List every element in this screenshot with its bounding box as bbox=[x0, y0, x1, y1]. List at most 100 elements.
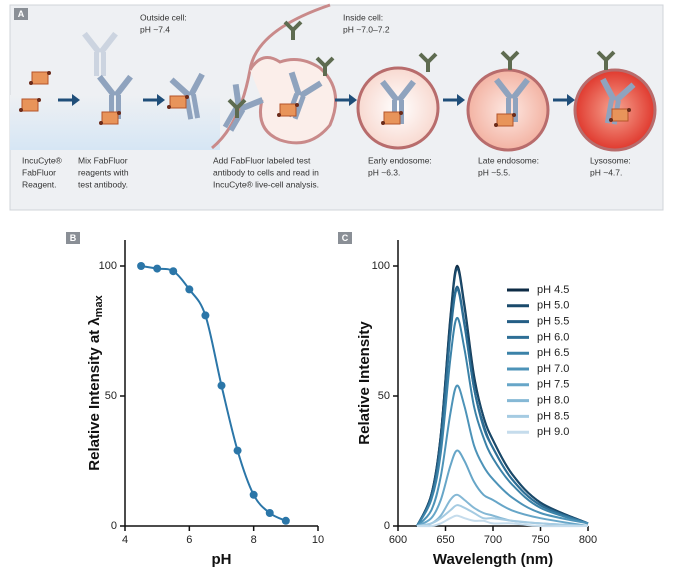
series-line bbox=[416, 514, 589, 528]
series-line bbox=[416, 449, 589, 527]
y-axis-label: Relative Intensity at λmax bbox=[86, 294, 105, 470]
y-tick-label: 0 bbox=[384, 520, 390, 532]
x-tick-label: 8 bbox=[251, 534, 257, 546]
series-line bbox=[416, 504, 589, 527]
fab-fragment bbox=[611, 108, 629, 122]
antibody-arm bbox=[82, 31, 102, 55]
step-caption: Late endosome: bbox=[478, 155, 539, 165]
legend-label: pH 5.0 bbox=[537, 300, 569, 312]
step-caption: Mix FabFluor bbox=[78, 155, 128, 165]
antibody-stem bbox=[101, 52, 106, 76]
antibody-arm bbox=[288, 71, 302, 97]
antibody-stem bbox=[116, 95, 121, 119]
antibody-arm bbox=[494, 77, 514, 101]
legend-label: pH 6.5 bbox=[537, 347, 569, 359]
antibody-arm bbox=[188, 72, 205, 97]
inside-note: pH ~7.0–7.2 bbox=[343, 24, 390, 34]
series-line bbox=[416, 316, 589, 527]
step-caption: Reagent. bbox=[22, 179, 57, 189]
data-point bbox=[153, 264, 162, 273]
fab-dye bbox=[167, 105, 171, 109]
x-tick-label: 6 bbox=[186, 534, 192, 546]
legend-label: pH 7.5 bbox=[537, 379, 569, 391]
x-tick-label: 600 bbox=[389, 534, 407, 546]
step-caption: antibody to cells and read in bbox=[213, 167, 319, 177]
antibody-arm bbox=[298, 80, 323, 99]
fab-dye bbox=[185, 95, 189, 99]
legend-label: pH 7.0 bbox=[537, 363, 569, 375]
fab-dye bbox=[117, 111, 121, 115]
outside-note: pH ~7.4 bbox=[140, 24, 170, 34]
antibody-stem bbox=[190, 93, 201, 119]
antibody-arm bbox=[98, 31, 118, 55]
fab-dye bbox=[399, 111, 403, 115]
y-axis-label-text: Relative Intensity at λ bbox=[86, 317, 103, 471]
step-caption: pH ~5.5. bbox=[478, 167, 510, 177]
fab-dye bbox=[29, 81, 33, 85]
receptor bbox=[596, 50, 616, 70]
antibody-stem bbox=[604, 98, 615, 124]
step-caption: pH ~6.3. bbox=[368, 167, 400, 177]
data-point bbox=[201, 311, 210, 320]
data-point bbox=[265, 509, 274, 517]
receptor bbox=[500, 50, 520, 70]
data-point bbox=[185, 285, 194, 294]
fab-dye bbox=[494, 123, 498, 127]
x-tick-label: 700 bbox=[484, 534, 502, 546]
step-caption: test antibody. bbox=[78, 179, 128, 189]
data-point bbox=[217, 381, 226, 390]
x-axis-label: Wavelength (nm) bbox=[433, 551, 553, 568]
fab-dye bbox=[512, 113, 516, 117]
fab-dye bbox=[381, 121, 385, 125]
step-caption: reagents with bbox=[78, 167, 129, 177]
receptor bbox=[227, 98, 247, 118]
receptor bbox=[418, 52, 438, 72]
panel-letter: C bbox=[342, 233, 349, 243]
antibody-stem bbox=[506, 98, 511, 122]
panel-letter: A bbox=[18, 9, 25, 19]
fab-dye bbox=[277, 113, 281, 117]
step-caption: Early endosome: bbox=[368, 155, 432, 165]
panel-letter-box bbox=[14, 8, 28, 20]
x-axis-label: pH bbox=[212, 551, 232, 568]
data-point bbox=[137, 262, 146, 270]
fab-fragment bbox=[31, 71, 49, 85]
y-tick-label: 50 bbox=[105, 390, 117, 402]
fab-fragment bbox=[279, 103, 297, 117]
antibody-arm bbox=[396, 79, 416, 103]
antibody-arm bbox=[169, 77, 192, 98]
flow-arrow-head bbox=[567, 94, 575, 106]
outside-note: Outside cell: bbox=[140, 12, 187, 22]
receptor bbox=[283, 20, 303, 40]
fab-fragment bbox=[496, 113, 514, 127]
panel-letter-box bbox=[66, 232, 80, 244]
antibody-arm bbox=[113, 74, 133, 98]
fab-dye bbox=[47, 71, 51, 75]
receptor bbox=[315, 56, 335, 76]
antibody-arm bbox=[239, 97, 264, 112]
panel-letter-box bbox=[338, 232, 352, 244]
x-tick-label: 4 bbox=[122, 534, 128, 546]
data-point bbox=[281, 516, 290, 525]
data-point bbox=[249, 490, 258, 499]
flow-arrow-head bbox=[157, 94, 165, 106]
fab-fragment bbox=[169, 95, 187, 109]
antibody bbox=[494, 77, 530, 122]
step-caption: pH ~4.7. bbox=[590, 167, 622, 177]
data-point bbox=[233, 446, 242, 455]
fab-dye bbox=[19, 108, 23, 112]
antibody bbox=[82, 31, 118, 76]
x-tick-label: 10 bbox=[312, 534, 324, 546]
antibody-stem bbox=[94, 52, 99, 76]
legend-label: pH 9.0 bbox=[537, 426, 569, 438]
legend-label: pH 4.5 bbox=[537, 284, 569, 296]
antibody bbox=[97, 74, 133, 119]
inside-note: Inside cell: bbox=[343, 12, 383, 22]
legend-label: pH 8.5 bbox=[537, 410, 569, 422]
series-line bbox=[416, 384, 589, 527]
fab-dye bbox=[627, 108, 631, 112]
step-caption: Add FabFluor labeled test bbox=[213, 155, 311, 165]
fab-fragment bbox=[21, 98, 39, 112]
antibody-arm bbox=[613, 82, 636, 103]
